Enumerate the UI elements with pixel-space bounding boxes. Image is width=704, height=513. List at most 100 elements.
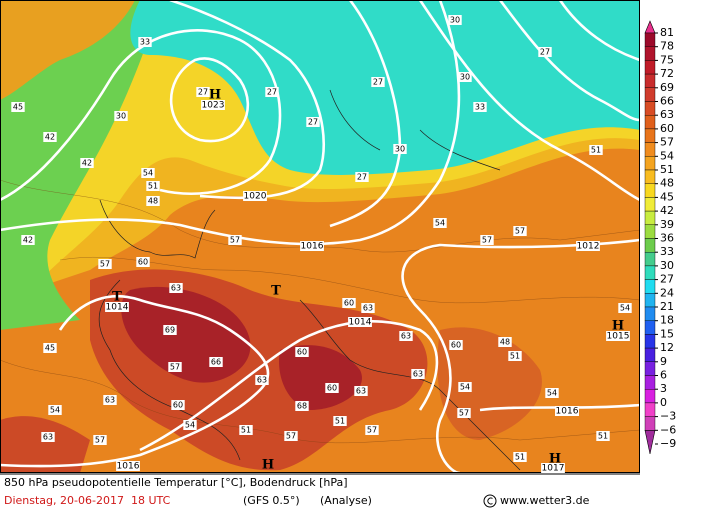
pressure-center: H xyxy=(262,458,274,473)
colorbar-segment xyxy=(644,293,656,308)
isobar-label: 1017 xyxy=(542,464,565,474)
colorbar-label: 51 xyxy=(660,163,674,176)
isobar xyxy=(0,0,461,246)
isotherm-label: 33 xyxy=(475,103,485,112)
isobar-label: 1014 xyxy=(106,303,129,313)
isotherm-label: 27 xyxy=(308,118,318,127)
isotherm-label: 30 xyxy=(460,73,470,82)
label-box xyxy=(545,388,559,398)
isobar-label: 1023 xyxy=(202,101,225,111)
label-box xyxy=(209,357,223,367)
label-box xyxy=(333,416,347,426)
colorbar-segment xyxy=(644,375,656,390)
label-box xyxy=(169,283,183,293)
isotherm-label: 54 xyxy=(547,389,557,398)
label-box xyxy=(354,386,368,396)
colorbar-label: 15 xyxy=(660,327,674,340)
colorbar-label: 63 xyxy=(660,108,674,121)
isobar xyxy=(479,403,640,412)
coastline xyxy=(98,89,521,471)
footer-title: 850 hPa pseudopotentielle Temperatur [°C… xyxy=(4,476,348,489)
isotherm-label: 27 xyxy=(373,78,383,87)
label-box xyxy=(171,400,185,410)
label-box xyxy=(201,100,225,110)
colorbar-segment xyxy=(644,73,656,88)
colorbar-label: 36 xyxy=(660,232,674,245)
isotherm-label: 33 xyxy=(140,38,150,47)
isotherm-label: 63 xyxy=(401,332,411,341)
isotherm-label: 27 xyxy=(198,88,208,97)
map: 1023102010161012101410161015101610161017… xyxy=(0,0,640,474)
isotherm-label: 51 xyxy=(335,417,345,426)
colorbar-segment xyxy=(644,32,656,47)
label-box xyxy=(342,298,356,308)
label-box xyxy=(43,343,57,353)
label-box xyxy=(116,461,140,471)
isobar xyxy=(558,0,640,62)
colorbar-label: 57 xyxy=(660,136,674,149)
label-box xyxy=(513,452,527,462)
pressure-center: T xyxy=(271,284,281,299)
label-box xyxy=(168,362,182,372)
copyright-icon xyxy=(483,494,497,508)
hot-core xyxy=(279,345,362,410)
label-box xyxy=(538,47,552,57)
colorbar-segment xyxy=(644,347,656,363)
colorbar-segment xyxy=(644,416,656,431)
label-box xyxy=(136,257,150,267)
isotherm-label: 57 xyxy=(95,436,105,445)
isotherm-label: 30 xyxy=(450,16,460,25)
isotherm-label: 68 xyxy=(297,402,307,411)
isotherm-label: 42 xyxy=(82,159,92,168)
label-box xyxy=(458,72,472,82)
isotherm-label: 57 xyxy=(515,227,525,236)
colorbar-label: −3 xyxy=(660,410,676,423)
colorbar-label: 45 xyxy=(660,190,674,203)
colorbar-cap xyxy=(644,430,656,455)
label-box xyxy=(448,15,462,25)
colorbar-label: 39 xyxy=(660,218,674,231)
isobar xyxy=(498,0,640,122)
isotherm-label: 54 xyxy=(50,406,60,415)
footer-model: (GFS 0.5°) xyxy=(243,494,300,507)
label-box xyxy=(196,87,210,97)
colorbar-label: 12 xyxy=(660,341,674,354)
isobar xyxy=(0,29,282,202)
isobar xyxy=(418,0,640,202)
isotherm-label: 51 xyxy=(591,146,601,155)
label-box xyxy=(243,191,267,201)
isotherm xyxy=(0,179,640,253)
isotherm-label: 51 xyxy=(148,182,158,191)
label-box xyxy=(513,226,527,236)
colorbar-segment xyxy=(644,361,656,376)
colorbar-label: 78 xyxy=(660,40,674,53)
colorbar: 8178757269666360575451484542393633302724… xyxy=(644,20,676,455)
colorbar-label: 66 xyxy=(660,95,674,108)
pressure-center: T xyxy=(112,290,122,305)
footer: 850 hPa pseudopotentielle Temperatur [°C… xyxy=(0,473,640,508)
colorbar-segment xyxy=(644,279,656,294)
isotherm-label: 51 xyxy=(515,453,525,462)
isotherm xyxy=(0,359,640,444)
label-box xyxy=(365,425,379,435)
isotherm-label: 51 xyxy=(598,432,608,441)
cyan-zone xyxy=(130,0,640,175)
isobar-label: 1016 xyxy=(301,242,324,252)
pressure-center: H xyxy=(209,88,221,103)
label-box xyxy=(284,431,298,441)
isotherm-label: 63 xyxy=(257,376,267,385)
label-box xyxy=(21,235,35,245)
colorbar-label: 54 xyxy=(660,149,674,162)
label-box xyxy=(98,259,112,269)
colorbar-segment xyxy=(644,183,656,198)
pressure-center: H xyxy=(549,452,561,467)
isotherm-label: 60 xyxy=(138,258,148,267)
colorbar-segment xyxy=(644,46,656,61)
label-box xyxy=(361,303,375,313)
isobar-label: 1016 xyxy=(556,407,579,417)
colorbar-label: −6 xyxy=(660,423,676,436)
label-box xyxy=(541,463,565,473)
green-zone xyxy=(0,0,160,330)
footer-credit: www.wetter3.de xyxy=(500,494,590,507)
label-box xyxy=(555,406,579,416)
